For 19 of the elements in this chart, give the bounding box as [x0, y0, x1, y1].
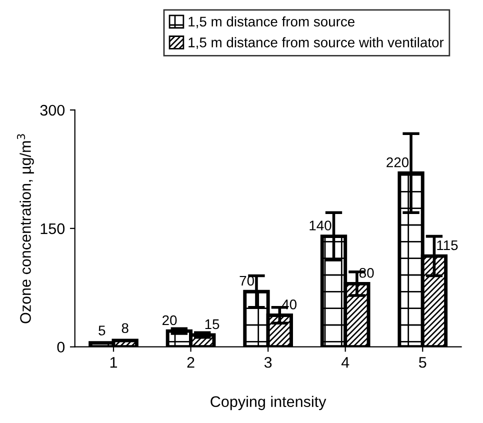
legend-label: 1,5 m distance from source	[188, 16, 354, 28]
x-tick-label: 1	[110, 357, 118, 368]
x-tick-label: 4	[341, 357, 350, 368]
data-label: 8	[122, 323, 128, 334]
y-axis-title: Ozone concentration, µg/m$^{3}$	[16, 134, 34, 324]
x-tick-label: 5	[418, 357, 426, 368]
x-tick-label: 3	[264, 356, 272, 368]
y-tick-label: 150	[40, 223, 65, 234]
data-label: 15	[205, 319, 220, 330]
x-axis-title: Copying intensity	[210, 396, 326, 410]
x-tick-label: 2	[187, 356, 194, 368]
data-label: 5	[98, 326, 106, 336]
y-tick-label: 300	[40, 104, 65, 116]
y-tick-label: 0	[57, 342, 65, 353]
data-label: 140	[310, 220, 332, 230]
data-label: 20	[162, 315, 177, 326]
data-label: 115	[437, 240, 458, 250]
legend-label: 1,5 m distance from source with ventilator	[188, 37, 444, 49]
data-label: 220	[386, 157, 409, 168]
